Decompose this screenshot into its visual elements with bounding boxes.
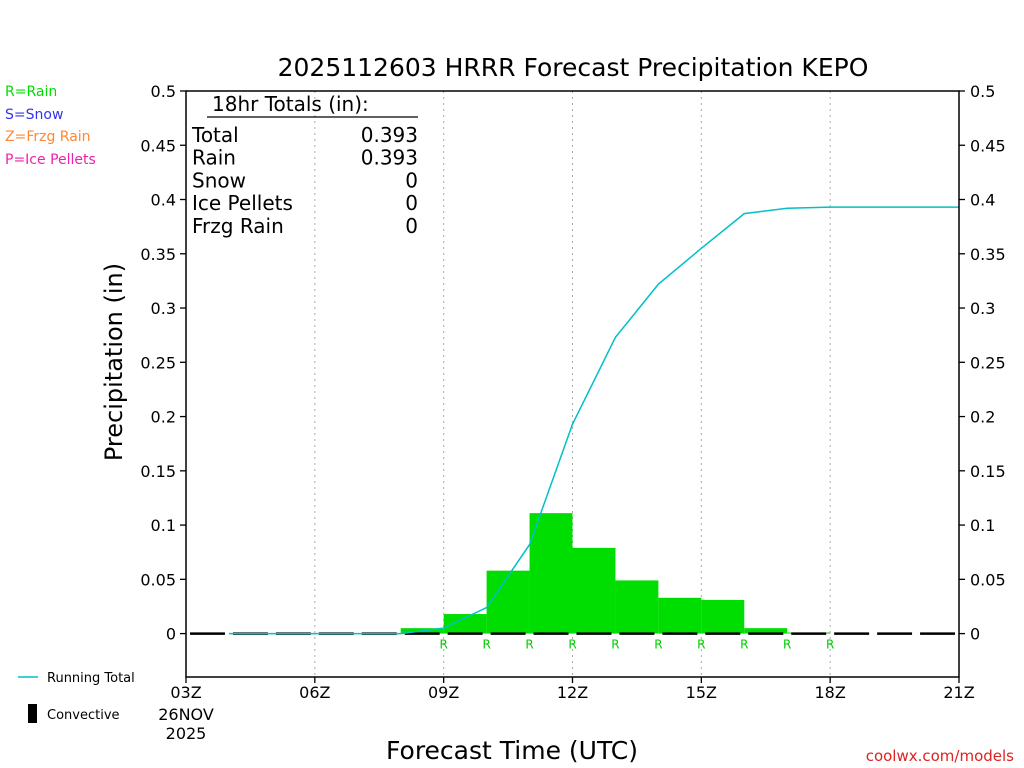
y-tick-label-right: 0.25 bbox=[970, 353, 1006, 372]
x-axis-label: Forecast Time (UTC) bbox=[386, 736, 638, 765]
bar-series-rain bbox=[400, 513, 831, 634]
totals-row-label: Rain bbox=[192, 146, 236, 170]
x-axis: 03Z 06Z 09Z 12Z 15Z 18Z 21Z bbox=[170, 677, 975, 702]
ptype-marker-9: R bbox=[439, 638, 447, 652]
x-tick-label: 21Z bbox=[943, 683, 974, 702]
y-axis-left: 0.5 0.45 0.4 0.35 0.3 0.25 0.2 0.15 0.1 0.05 0 bbox=[140, 82, 186, 644]
rain-bar-12 bbox=[529, 513, 573, 634]
y-tick-label-right: 0.3 bbox=[970, 299, 995, 318]
rain-bar-16 bbox=[701, 599, 745, 634]
y-tick-label-left: 0.3 bbox=[151, 299, 176, 318]
y-tick-label-left: 0.25 bbox=[140, 353, 176, 372]
ptype-marker-16: R bbox=[740, 638, 748, 652]
y-tick-label-right: 0.4 bbox=[970, 191, 995, 210]
totals-row-value: 0 bbox=[405, 191, 418, 215]
totals-box: 18hr Totals (in): Total 0.393 Rain 0.393 Sno… bbox=[191, 92, 418, 238]
totals-title: 18hr Totals (in): bbox=[212, 92, 369, 116]
y-tick-label-right: 0.5 bbox=[970, 82, 995, 101]
y-tick-label-right: 0 bbox=[970, 625, 980, 644]
running-total-legend-label: Running Total bbox=[47, 671, 135, 686]
totals-row-label: Frzg Rain bbox=[192, 214, 284, 238]
ptype-marker-18: R bbox=[826, 638, 834, 652]
rain-bar-17 bbox=[744, 628, 788, 634]
ptype-marker-12: R bbox=[568, 638, 576, 652]
totals-row-value: 0 bbox=[405, 214, 418, 238]
x-tick-label: 03Z bbox=[170, 683, 201, 702]
convective-legend-label: Convective bbox=[47, 708, 120, 723]
grid-lines bbox=[314, 91, 831, 677]
ptype-marker-15: R bbox=[697, 638, 705, 652]
chart-title: 2025112603 HRRR Forecast Precipitation K… bbox=[278, 53, 869, 82]
date-label-day: 26NOV bbox=[158, 705, 214, 724]
rain-bar-11 bbox=[486, 570, 530, 634]
y-tick-label-left: 0 bbox=[166, 625, 176, 644]
ptype-marker-13: R bbox=[611, 638, 619, 652]
x-tick-label: 09Z bbox=[428, 683, 459, 702]
legend-ice-pellets: P=Ice Pellets bbox=[5, 152, 96, 168]
y-tick-label-left: 0.1 bbox=[151, 516, 176, 535]
rain-bar-15 bbox=[658, 597, 702, 634]
convective-legend-swatch bbox=[28, 704, 37, 723]
rain-bar-13 bbox=[572, 547, 616, 634]
y-tick-label-right: 0.35 bbox=[970, 245, 1006, 264]
y-tick-label-left: 0.2 bbox=[151, 408, 176, 427]
y-tick-label-left: 0.05 bbox=[140, 570, 176, 589]
y-tick-label-right: 0.2 bbox=[970, 408, 995, 427]
y-tick-label-left: 0.4 bbox=[151, 191, 176, 210]
ptype-marker-17: R bbox=[783, 638, 791, 652]
y-axis-label: Precipitation (in) bbox=[100, 263, 128, 461]
y-tick-label-right: 0.05 bbox=[970, 570, 1006, 589]
site-credit: coolwx.com/models bbox=[866, 747, 1014, 765]
totals-row-label: Ice Pellets bbox=[192, 191, 293, 215]
y-tick-label-right: 0.1 bbox=[970, 516, 995, 535]
totals-row-value: 0.393 bbox=[361, 123, 418, 147]
y-tick-label-left: 0.15 bbox=[140, 462, 176, 481]
ptype-marker-10: R bbox=[482, 638, 490, 652]
line-series-running-total bbox=[228, 206, 959, 635]
totals-row-label: Total bbox=[191, 123, 239, 147]
legend-frzg-rain: Z=Frzg Rain bbox=[5, 129, 91, 145]
ptype-marker-11: R bbox=[525, 638, 533, 652]
running-total-line bbox=[228, 206, 959, 635]
totals-row-label: Snow bbox=[192, 168, 246, 192]
y-tick-label-right: 0.45 bbox=[970, 136, 1006, 155]
y-tick-label-left: 0.35 bbox=[140, 245, 176, 264]
x-tick-label: 12Z bbox=[557, 683, 588, 702]
x-tick-label: 18Z bbox=[815, 683, 846, 702]
rain-bar-10 bbox=[443, 614, 487, 634]
y-tick-label-left: 0.5 bbox=[151, 82, 176, 101]
legend-snow: S=Snow bbox=[5, 107, 63, 123]
rain-bar-14 bbox=[615, 580, 659, 634]
totals-row-value: 0.393 bbox=[361, 146, 418, 170]
totals-row-value: 0 bbox=[405, 168, 418, 192]
legend-rain: R=Rain bbox=[5, 84, 57, 100]
date-label-year: 2025 bbox=[166, 724, 207, 743]
x-tick-label: 15Z bbox=[686, 683, 717, 702]
y-tick-label-left: 0.45 bbox=[140, 136, 176, 155]
x-tick-label: 06Z bbox=[299, 683, 330, 702]
y-tick-label-right: 0.15 bbox=[970, 462, 1006, 481]
y-axis-right: 0.5 0.45 0.4 0.35 0.3 0.25 0.2 0.15 0.1 0.05 0 bbox=[959, 82, 1006, 644]
ptype-marker-14: R bbox=[654, 638, 662, 652]
